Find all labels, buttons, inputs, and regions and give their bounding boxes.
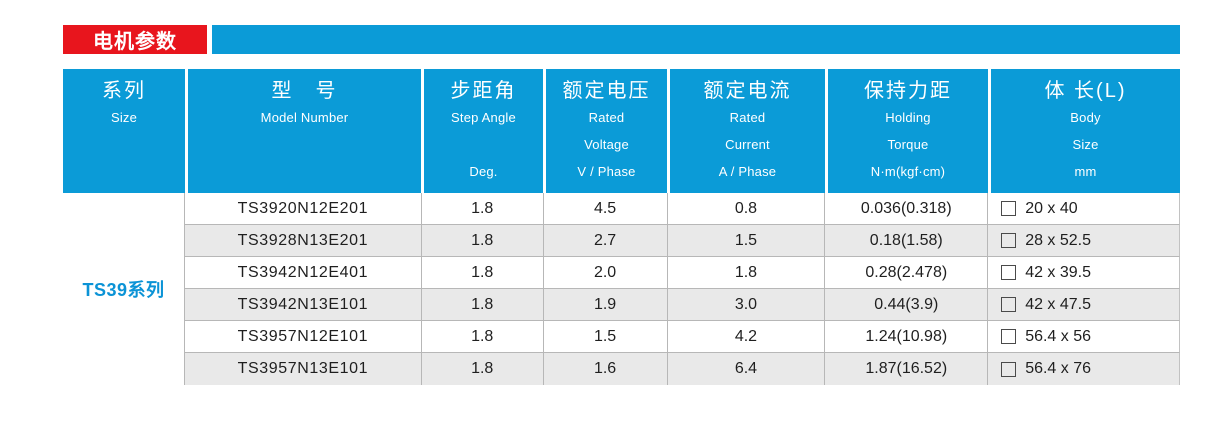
table-header-row: 系列 Size 型 号 Model Number 步距角 Step Angle …: [63, 69, 1180, 193]
model-cell: TS3942N13E101: [237, 295, 369, 313]
rated-voltage-cell: 1.6: [542, 353, 667, 385]
table-body: TS39系列 TS3920N12E201 1.8 4.5 0.8 0.036(0…: [63, 193, 1180, 385]
header-holding-torque: 保持力距 Holding Torque N·m(kgf·cm): [828, 69, 991, 193]
step-angle-cell: 1.8: [420, 289, 543, 320]
body-size-value: 28 x 52.5: [1025, 231, 1092, 249]
body-size-value: 56.4 x 56: [1025, 327, 1092, 345]
step-angle-cell: 1.8: [420, 353, 543, 385]
frame-size-square-icon: [1001, 265, 1017, 280]
table-row: TS3920N12E201 1.8 4.5 0.8 0.036(0.318) 2…: [185, 193, 1180, 225]
rated-current-cell: 3.0: [666, 289, 825, 320]
rated-current-cell: 0.8: [666, 193, 825, 224]
rated-current-cell: 1.8: [666, 257, 825, 288]
body-size-value: 56.4 x 76: [1025, 360, 1092, 377]
holding-torque-cell: 0.28(2.478): [824, 257, 987, 288]
rated-current-cell: 1.5: [666, 225, 825, 256]
table-row: TS3957N13E101 1.8 1.6 6.4 1.87(16.52) 56…: [185, 353, 1180, 385]
section-title: 电机参数: [93, 31, 177, 53]
header-series: 系列 Size: [63, 69, 188, 193]
header-rated-voltage-unit: V / Phase: [577, 164, 636, 179]
holding-torque-cell: 0.18(1.58): [824, 225, 987, 256]
header-rated-voltage-en2: Voltage: [584, 137, 629, 152]
holding-torque-cell: 0.036(0.318): [824, 193, 987, 224]
frame-size-square-icon: [1001, 361, 1017, 377]
section-title-badge: 电机参数: [63, 25, 207, 54]
table-row: TS3957N12E101 1.8 1.5 4.2 1.24(10.98) 56…: [185, 321, 1180, 353]
header-model-number-zh: 型 号: [271, 80, 338, 102]
rated-voltage-cell: 4.5: [542, 193, 667, 224]
holding-torque-cell: 0.44(3.9): [824, 289, 987, 320]
rated-voltage-cell: 1.5: [542, 321, 667, 352]
step-angle-cell: 1.8: [420, 257, 543, 288]
body-size-value: 42 x 47.5: [1025, 295, 1092, 313]
header-rated-current-en2: Current: [725, 137, 770, 152]
header-rated-voltage-zh: 额定电压: [562, 80, 651, 102]
frame-size-square-icon: [1001, 297, 1017, 312]
header-rated-voltage-en1: Rated: [588, 110, 625, 125]
body-size-cell: 42 x 39.5: [987, 257, 1179, 288]
frame-size-square-icon: [1001, 233, 1017, 248]
body-size-cell: 56.4 x 76: [987, 353, 1179, 385]
body-size-cell: 20 x 40: [987, 193, 1179, 224]
header-rated-current-unit: A / Phase: [718, 164, 777, 179]
rated-voltage-cell: 2.0: [542, 257, 667, 288]
step-angle-cell: 1.8: [420, 193, 543, 224]
step-angle-cell: 1.8: [420, 321, 543, 352]
header-body-size: 体 长(L) Body Size mm: [991, 69, 1180, 193]
header-series-en: Size: [110, 110, 138, 125]
header-step-angle-en: Step Angle: [451, 110, 516, 125]
header-model-number: 型 号 Model Number: [188, 69, 424, 193]
header-rated-current-en1: Rated: [729, 110, 766, 125]
rated-current-cell: 6.4: [666, 353, 825, 385]
header-step-angle-unit: Deg.: [469, 164, 498, 179]
header-holding-torque-unit: N·m(kgf·cm): [870, 164, 946, 179]
body-size-cell: 56.4 x 56: [987, 321, 1179, 352]
header-series-zh: 系列: [102, 80, 146, 102]
header-holding-torque-zh: 保持力距: [864, 80, 952, 102]
header-holding-torque-en2: Torque: [887, 137, 929, 152]
section-title-bar: [212, 25, 1180, 54]
table-row: TS3928N13E201 1.8 2.7 1.5 0.18(1.58) 28 …: [185, 225, 1180, 257]
header-model-number-en: Model Number: [260, 110, 349, 125]
model-cell: TS3957N13E101: [237, 360, 369, 377]
header-rated-current-zh: 额定电流: [703, 80, 792, 102]
step-angle-cell: 1.8: [420, 225, 543, 256]
table-row: TS3942N12E401 1.8 2.0 1.8 0.28(2.478) 42…: [185, 257, 1180, 289]
model-cell: TS3942N12E401: [237, 263, 369, 281]
header-step-angle-zh: 步距角: [450, 80, 517, 102]
holding-torque-cell: 1.87(16.52): [824, 353, 987, 385]
model-cell: TS3928N13E201: [237, 231, 369, 249]
model-cell: TS3920N12E201: [237, 199, 369, 217]
header-step-angle-spacer: [424, 131, 543, 158]
header-rated-voltage: 额定电压 Rated Voltage V / Phase: [546, 69, 670, 193]
body-size-value: 42 x 39.5: [1025, 263, 1092, 281]
header-body-size-en1: Body: [1070, 110, 1101, 125]
body-size-value: 20 x 40: [1025, 199, 1078, 217]
header-rated-current: 额定电流 Rated Current A / Phase: [670, 69, 828, 193]
table-rows: TS3920N12E201 1.8 4.5 0.8 0.036(0.318) 2…: [185, 193, 1180, 385]
rated-voltage-cell: 1.9: [542, 289, 667, 320]
table-row: TS3942N13E101 1.8 1.9 3.0 0.44(3.9) 42 x…: [185, 289, 1180, 321]
header-holding-torque-en1: Holding: [885, 110, 931, 125]
model-cell: TS3957N12E101: [237, 327, 369, 345]
body-size-cell: 42 x 47.5: [987, 289, 1179, 320]
series-label-cell: TS39系列: [63, 193, 185, 385]
frame-size-square-icon: [1001, 329, 1017, 344]
header-body-size-unit: mm: [1074, 164, 1097, 179]
rated-current-cell: 4.2: [666, 321, 825, 352]
body-size-cell: 28 x 52.5: [987, 225, 1179, 256]
header-step-angle: 步距角 Step Angle Deg.: [424, 69, 546, 193]
frame-size-square-icon: [1001, 201, 1017, 216]
header-body-size-zh: 体 长(L): [1044, 80, 1127, 102]
holding-torque-cell: 1.24(10.98): [824, 321, 987, 352]
rated-voltage-cell: 2.7: [542, 225, 667, 256]
series-label: TS39系列: [82, 280, 165, 300]
header-body-size-en2: Size: [1072, 137, 1099, 152]
